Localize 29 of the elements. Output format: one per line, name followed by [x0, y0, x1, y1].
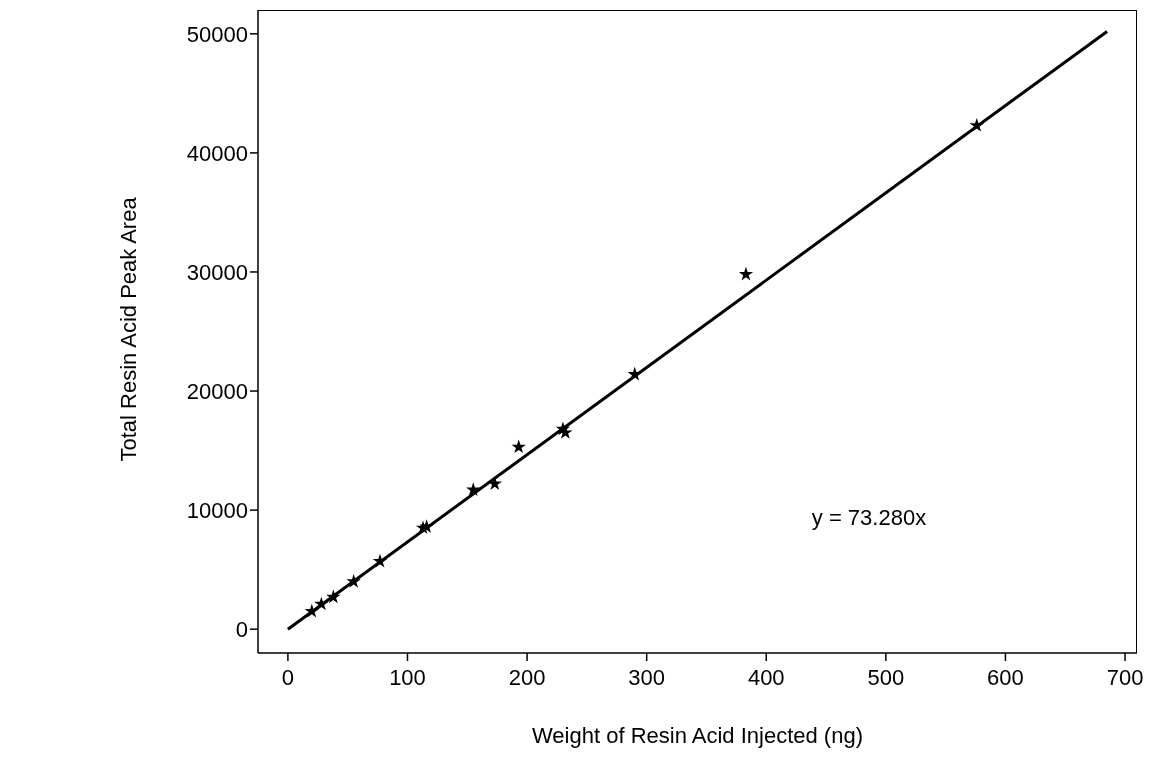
point	[969, 117, 984, 132]
point	[487, 476, 502, 491]
x-tick-label: 400	[747, 664, 785, 690]
x-tick-label: 300	[628, 664, 666, 690]
point	[346, 574, 361, 588]
x-axis-title: Weight of Resin Acid Injected (ng)	[532, 723, 863, 748]
point	[466, 482, 481, 496]
point	[326, 589, 341, 604]
y-tick-label: 20000	[186, 378, 248, 404]
x-tick-label: 0	[281, 664, 295, 690]
x-tick-label: 600	[987, 664, 1024, 690]
point	[419, 519, 434, 533]
point	[511, 439, 526, 454]
point	[738, 266, 754, 281]
point	[372, 553, 388, 568]
y-axis-title: Total Resin Acid Peak Area	[115, 196, 141, 462]
point	[314, 596, 329, 611]
annotation: y = 73.280x	[811, 505, 927, 532]
x-tick-label: 700	[1106, 664, 1144, 690]
y-tick-label: 0	[235, 617, 248, 642]
x-tick-label: 200	[508, 664, 546, 690]
x-tick-label: 100	[389, 664, 426, 690]
y-tick-label: 30000	[186, 259, 248, 285]
x-tick-label: 500	[867, 664, 905, 690]
y-tick-label: 50000	[186, 21, 248, 47]
y-tick-label: 10000	[186, 497, 248, 523]
point	[304, 603, 319, 618]
point	[627, 366, 642, 381]
y-tick-label: 40000	[186, 140, 248, 166]
